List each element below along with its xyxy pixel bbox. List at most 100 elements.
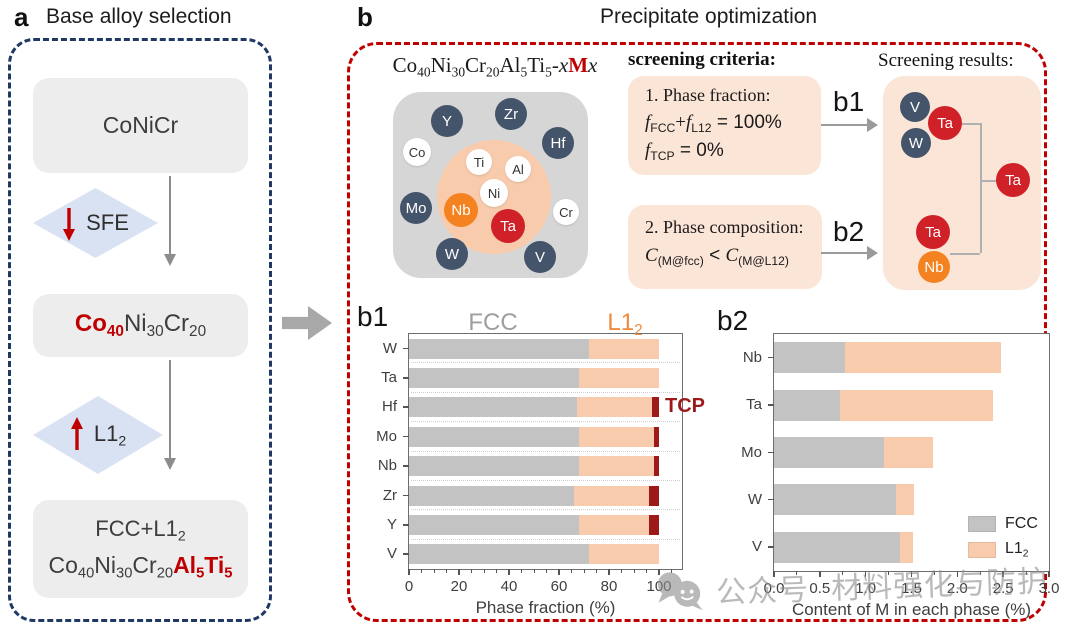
formula-segment: Cr [163, 310, 190, 338]
element-circle-zr: Zr [495, 98, 527, 130]
formula-segment: 40 [417, 64, 431, 80]
category-label-v: V [751, 538, 762, 556]
element-map-box: Y Zr Hf Co Ti Al Ni Mo Nb Cr Ta W V [393, 92, 588, 278]
formula-segment: Ni [94, 552, 117, 579]
y-tick [403, 377, 409, 379]
bar-l12-zr [574, 485, 649, 506]
chart-header-0: FCC [453, 309, 533, 337]
element-circle-cr: Cr [553, 199, 579, 225]
bar-fcc-nb [774, 342, 845, 374]
formula-segment: 30 [116, 566, 133, 583]
bar-l12-mo [579, 426, 654, 447]
x-minor-tick [888, 571, 890, 575]
x-tick [558, 569, 560, 575]
bar-fcc-nb [409, 456, 579, 477]
formula-segment: FCC [650, 120, 676, 135]
y-tick [403, 494, 409, 497]
y-tick [768, 356, 774, 359]
criteria-box-2-title: 2. Phase composition: [645, 217, 804, 237]
bracket-vertical [980, 123, 982, 253]
y-tick [403, 523, 409, 526]
bar-l12-nb [844, 342, 1002, 374]
formula-segment: f [645, 139, 651, 161]
formula-segment: - [551, 53, 559, 77]
gridline [411, 509, 680, 511]
formula-segment: 5 [520, 64, 528, 80]
bar-l12-nb [579, 456, 654, 477]
bar-fcc-w [409, 338, 589, 359]
criteria-box-1-line-1: fFCC+fL12 = 100% [645, 112, 821, 135]
criteria-box-1: 1. Phase fraction: fFCC+fL12 = 100% fTCP… [628, 76, 821, 175]
x-minor-tick [671, 569, 672, 573]
category-label-mo: Mo [376, 427, 397, 445]
formula-segment: L12 [691, 120, 712, 135]
formula-segment: 2 [177, 527, 186, 544]
element-circle-mo: Mo [400, 192, 432, 224]
formula-segment: f [645, 112, 651, 133]
element-circle-v: V [900, 92, 930, 122]
formula-segment: 2 [1022, 548, 1029, 560]
element-circle-co: Co [403, 138, 431, 166]
x-tick [458, 569, 460, 575]
x-minor-tick [646, 569, 647, 573]
formula-segment: 40 [106, 322, 124, 340]
formula-segment: Co [392, 53, 418, 77]
formula-segment: 2 [634, 321, 643, 339]
category-label-nb: Nb [377, 457, 397, 475]
bar-tcp-hf [651, 397, 659, 418]
panel-b-frame [347, 42, 1047, 622]
x-minor-tick [483, 569, 485, 573]
x-minor-tick [471, 569, 472, 573]
x-tick [1048, 571, 1050, 577]
category-label-hf: Hf [382, 398, 397, 416]
legend-label: FCC [1005, 515, 1038, 533]
formula-segment: 40 [77, 566, 95, 583]
category-label-ta: Ta [746, 396, 762, 414]
panel-a-frame [8, 38, 272, 622]
x-minor-tick [979, 571, 981, 575]
chart-b2-plot: Nb Ta Mo W V 0.0 0.5 1.0 1.5 2.0 2.5 3.0 Content of … [717, 305, 1059, 619]
bar-tcp-y [649, 514, 659, 535]
formula-segment: 30 [146, 322, 164, 340]
legend-swatch [968, 541, 996, 558]
bar-l12-v [589, 544, 659, 565]
x-tick [773, 571, 775, 577]
legend-swatch [968, 516, 996, 532]
legend-entry-1: L12 [968, 540, 1038, 559]
bracket-bottom-stub [950, 253, 980, 255]
bar-l12-v [899, 531, 914, 563]
flow-node-conicr-label: CoNiCr [102, 112, 179, 138]
gridline [411, 421, 680, 423]
x-tick-label: 20 [450, 578, 468, 595]
bar-l12-y [579, 514, 649, 535]
results-heading: Screening results: [878, 50, 1014, 71]
x-tick-label: 80 [600, 578, 618, 595]
formula-segment: f [685, 112, 692, 133]
formula-segment: x [588, 53, 598, 77]
x-minor-tick [446, 569, 447, 573]
category-label-w: W [382, 339, 397, 357]
x-tick [658, 569, 660, 575]
formula-segment: 30 [451, 64, 466, 80]
category-label-w: W [747, 490, 762, 508]
y-tick [403, 465, 409, 467]
bar-tcp-mo [654, 426, 659, 447]
category-label-mo: Mo [741, 443, 762, 461]
gridline [411, 479, 680, 481]
bar-l12-ta [840, 389, 994, 421]
formula-segment: Co [74, 310, 107, 338]
flow-node-base-alloy: Co40Ni30Cr20 [33, 294, 248, 357]
x-tick-label: 100 [646, 578, 672, 595]
bar-fcc-ta [409, 368, 579, 389]
panel-b-letter: b [357, 2, 373, 32]
x-minor-tick [533, 569, 535, 573]
element-circle-al: Al [505, 156, 531, 182]
x-minor-tick [571, 569, 572, 573]
formula-segment: FCC [468, 309, 518, 336]
formula-segment: L1 [93, 421, 119, 447]
bar-fcc-mo [774, 437, 884, 468]
gridline [411, 362, 680, 364]
x-minor-tick [421, 569, 422, 573]
bar-tcp-nb [654, 456, 659, 477]
bar-fcc-zr [409, 485, 574, 506]
